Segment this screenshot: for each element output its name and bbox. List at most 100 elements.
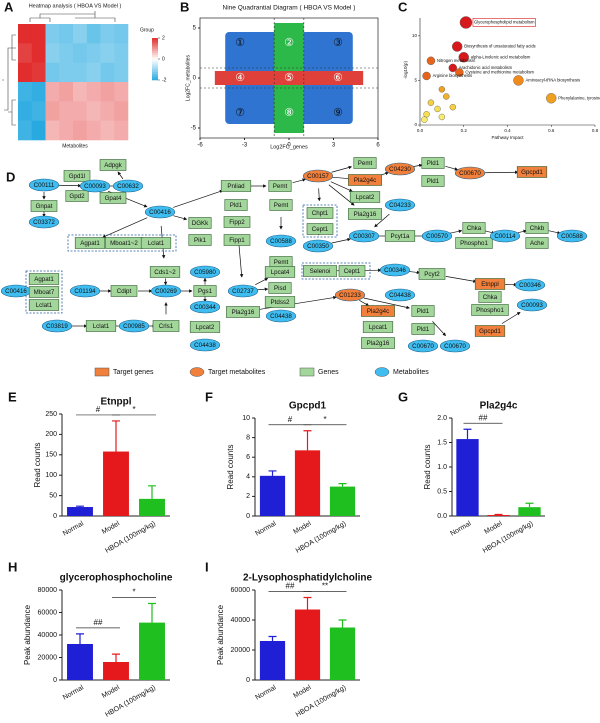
pathway-edge xyxy=(317,188,321,202)
node-label: C02737 xyxy=(232,288,254,295)
node-label: Pik1 xyxy=(194,237,207,244)
quadrant-label: ④ xyxy=(235,71,245,84)
node-label: C00269 xyxy=(155,288,177,295)
node-label: C00111 xyxy=(34,182,55,189)
pathway-edge xyxy=(449,229,463,234)
node-label: Cds1~2 xyxy=(154,269,176,276)
x-axis-label: Metabolites xyxy=(62,143,88,149)
node-label: Agpat1 xyxy=(80,240,100,247)
y-tick-label: 50 xyxy=(49,492,57,499)
bar xyxy=(518,507,541,516)
node-label: C01233 xyxy=(339,292,361,299)
node-label: Pld1 xyxy=(427,160,440,167)
y-tick-label: 0 xyxy=(246,677,250,684)
heatmap-cell xyxy=(100,82,115,102)
bar xyxy=(329,486,356,516)
pathway-edge xyxy=(173,189,224,208)
gene-node xyxy=(189,321,221,333)
node-label: C05980 xyxy=(194,269,216,276)
bubble xyxy=(427,99,435,106)
significance-label: ## xyxy=(479,413,488,422)
error-bar xyxy=(303,430,312,451)
pathway-edge xyxy=(292,178,306,184)
bubble xyxy=(422,71,431,81)
y-tick-label: 100 xyxy=(45,472,57,479)
metabolite-node xyxy=(384,162,416,176)
heatmap-cell xyxy=(31,120,46,141)
heatmap-cell xyxy=(59,101,74,121)
y-axis-label: Peak abundance xyxy=(216,604,225,665)
bubble-label: Nitrogen metabolism xyxy=(437,58,476,63)
panel-letter: C xyxy=(398,0,408,14)
y-tick-label: 0 xyxy=(53,513,57,520)
metabolite-node xyxy=(189,300,221,314)
bar xyxy=(67,507,93,516)
y-tick-label: 0 xyxy=(53,677,57,684)
error-bar xyxy=(268,635,277,641)
error-bar xyxy=(148,485,156,499)
bubble xyxy=(513,75,524,86)
metabolite-node xyxy=(69,284,101,298)
panel-letter: E xyxy=(8,389,17,404)
bubble xyxy=(426,56,436,65)
legend-swatch xyxy=(299,367,315,377)
heatmap-cell xyxy=(86,82,101,102)
y-tick-label: 4 xyxy=(246,474,250,481)
pathway-edge xyxy=(331,237,351,244)
gene-node xyxy=(28,286,60,298)
gene-node xyxy=(418,268,446,280)
x-tick-label: 0.0 xyxy=(417,128,424,133)
significance-label: ## xyxy=(286,582,295,591)
node-label: C04438 xyxy=(270,313,292,320)
node-label: C00350 xyxy=(307,243,329,250)
node-label: Agpat1 xyxy=(34,276,54,283)
pathway-edge xyxy=(432,321,446,337)
gene-node xyxy=(348,208,382,220)
gene-node xyxy=(140,237,172,249)
node-label: C00588 xyxy=(561,233,583,240)
node-label: C00346 xyxy=(384,267,406,274)
quadrant-label: ⑥ xyxy=(333,71,343,84)
significance-label: * xyxy=(323,415,326,424)
heatmap-cell xyxy=(59,120,74,141)
pathway-edge xyxy=(359,300,370,306)
node-label: Gpcpd1 xyxy=(479,328,501,335)
node-label: Ptdss2 xyxy=(271,299,290,306)
group-box xyxy=(302,204,338,238)
node-label: Chka xyxy=(467,225,482,232)
heatmap-cell xyxy=(59,82,74,102)
bubble xyxy=(438,86,446,93)
heatmap-cell xyxy=(100,120,115,141)
heatmap-cell xyxy=(18,62,33,83)
gene-node xyxy=(264,266,296,278)
node-label: Cdipt xyxy=(117,288,132,295)
colorbar-segment xyxy=(152,71,158,74)
gene-node xyxy=(220,180,252,192)
y-tick-label: 0.0 xyxy=(437,513,447,520)
heatmap-cell xyxy=(86,101,101,121)
gene-node xyxy=(525,222,549,234)
gene-node xyxy=(188,234,212,246)
node-label: Etnppl xyxy=(481,281,499,288)
colorbar-segment xyxy=(152,69,158,72)
gene-node xyxy=(223,234,251,246)
chart-title: Heatmap analysis ( HBOA VS Model ) xyxy=(29,3,122,9)
heatmap-cell xyxy=(45,43,60,63)
node-label: Lpcat4 xyxy=(271,269,290,276)
heatmap-cell xyxy=(114,24,129,44)
node-label: Pcyt1a xyxy=(391,233,410,240)
heatmap-cell xyxy=(86,24,101,44)
node-label: C04233 xyxy=(389,202,411,209)
panel-letter: A xyxy=(4,0,14,14)
pathway-edge xyxy=(331,165,353,173)
chart-title: Nine Quadrantial Diagram ( HBOA VS Model… xyxy=(223,5,356,12)
gene-node xyxy=(338,265,366,277)
heatmap-cell xyxy=(18,82,33,102)
heatmap-cell xyxy=(86,120,101,141)
bubble-label: alpha-Linolenic acid metabolism xyxy=(471,54,531,59)
metabolite-node xyxy=(334,288,366,302)
node-label: Phospho1 xyxy=(476,307,504,314)
metabolite-node xyxy=(348,229,380,243)
panel-letter: B xyxy=(180,0,189,14)
